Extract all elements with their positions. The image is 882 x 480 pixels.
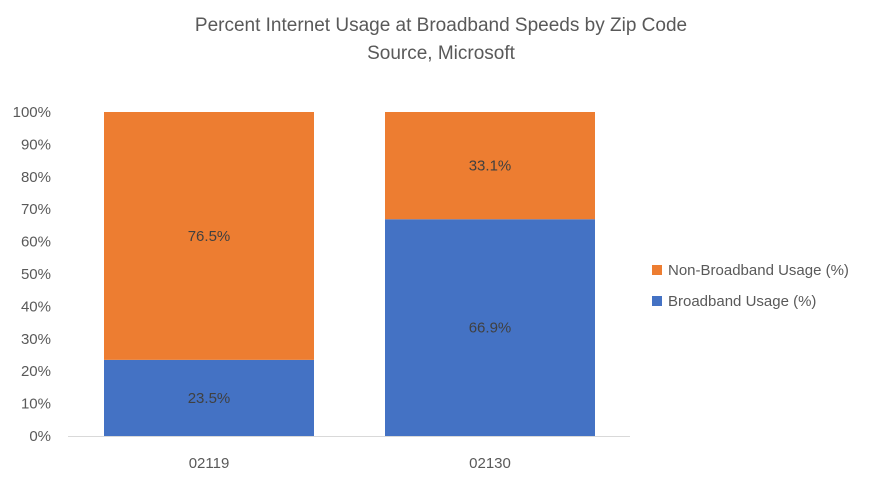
data-label: 23.5% — [188, 390, 231, 407]
y-tick-label: 100% — [13, 104, 51, 121]
bar-broadband-02130 — [385, 219, 595, 436]
bar-non-broadband-02130 — [385, 112, 595, 220]
y-tick-label: 90% — [21, 136, 51, 153]
data-label: 66.9% — [469, 320, 512, 337]
y-tick-label: 50% — [21, 266, 51, 283]
data-label: 33.1% — [469, 158, 512, 175]
legend-label: Non-Broadband Usage (%) — [668, 262, 849, 279]
bar-non-broadband-02119 — [104, 112, 314, 360]
bar-broadband-02119 — [104, 359, 314, 436]
data-label: 76.5% — [188, 228, 231, 245]
y-tick-label: 0% — [29, 428, 51, 445]
y-tick-label: 80% — [21, 169, 51, 186]
y-tick-label: 40% — [21, 298, 51, 315]
y-tick-label: 30% — [21, 331, 51, 348]
x-category-label: 02130 — [469, 455, 511, 472]
y-tick-label: 60% — [21, 234, 51, 251]
legend-label: Broadband Usage (%) — [668, 293, 816, 310]
chart-subtitle: Source, Microsoft — [367, 43, 516, 64]
legend-swatch — [652, 296, 662, 306]
chart-title: Percent Internet Usage at Broadband Spee… — [195, 15, 687, 36]
y-tick-label: 20% — [21, 363, 51, 380]
legend-swatch — [652, 265, 662, 275]
y-tick-label: 10% — [21, 396, 51, 413]
y-tick-label: 70% — [21, 201, 51, 218]
x-category-label: 02119 — [189, 455, 230, 472]
